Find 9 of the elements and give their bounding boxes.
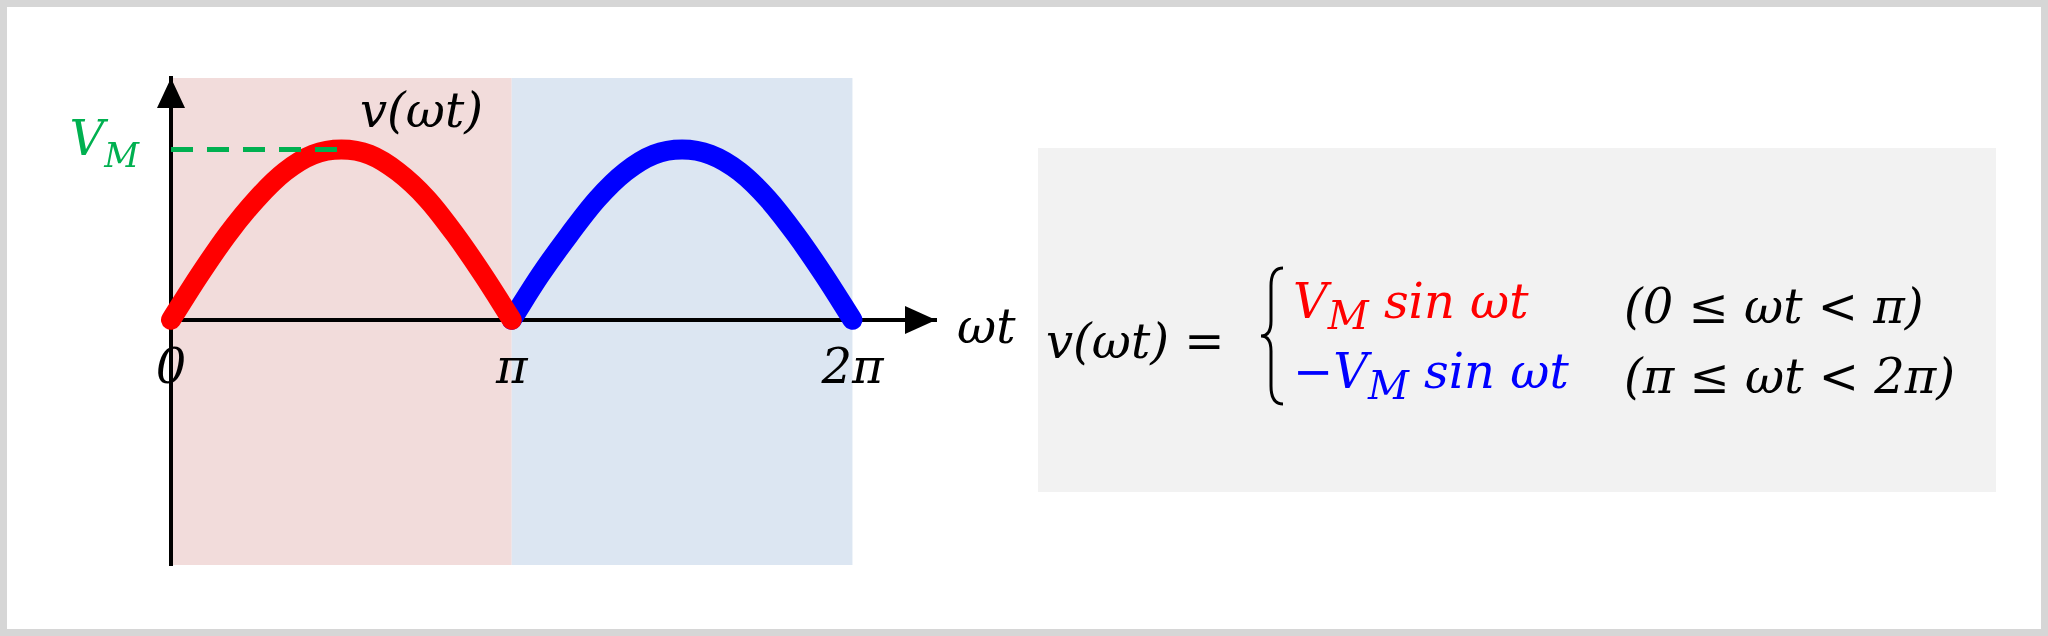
x-axis-title: ωt [957, 297, 1017, 354]
text: V$_{M}$ sin ωt [1293, 273, 1529, 338]
y-axis-title: v(ωt) [360, 82, 483, 138]
text: v(ωt) = [1046, 313, 1225, 369]
x-tick-label: 2π [820, 338, 885, 395]
text: (0 ≤ ωt < π) [1624, 278, 1924, 334]
text: (π ≤ ωt < 2π) [1624, 348, 1955, 404]
text: −V$_{M}$ sin ωt [1293, 343, 1569, 408]
x-tick-label: π [494, 338, 529, 395]
